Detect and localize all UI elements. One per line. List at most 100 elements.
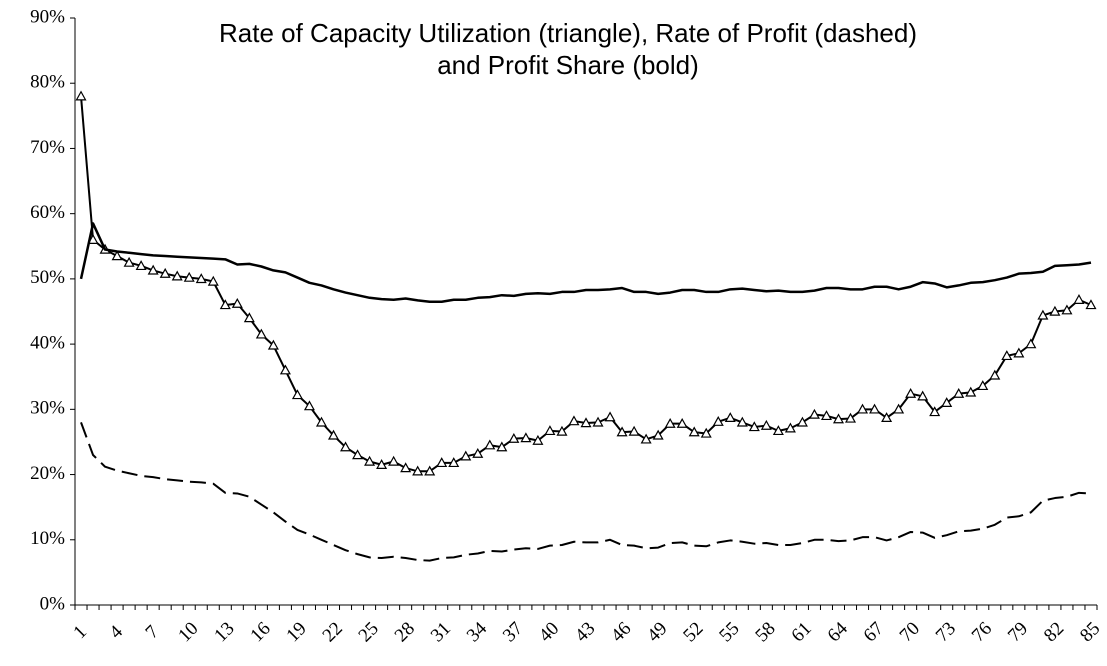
triangle-marker [1061, 304, 1073, 315]
triangle-marker [532, 434, 544, 445]
triangle-marker [905, 387, 917, 398]
triangle-marker [1037, 309, 1049, 320]
x-tick-label: 43 [571, 618, 599, 646]
y-tick-label: 50% [30, 267, 65, 288]
x-tick-label: 61 [787, 618, 815, 646]
y-tick-label: 80% [30, 72, 65, 93]
triangle-marker [448, 457, 460, 468]
x-tick-label: 40 [535, 618, 563, 646]
triangle-marker [267, 339, 279, 350]
triangle-marker [123, 256, 135, 267]
triangle-marker [568, 415, 580, 426]
triangle-marker [772, 425, 784, 436]
x-tick-label: 49 [643, 618, 671, 646]
triangle-marker [135, 260, 147, 271]
triangle-marker [472, 447, 484, 458]
triangle-marker [857, 403, 869, 414]
triangle-marker [592, 416, 604, 427]
x-tick-label: 64 [824, 618, 853, 647]
triangle-marker [977, 380, 989, 391]
triangle-marker [869, 403, 881, 414]
triangle-marker [616, 426, 628, 437]
triangle-marker [652, 429, 664, 440]
x-tick-label: 25 [355, 618, 383, 646]
triangle-marker [352, 449, 364, 460]
triangle-marker [303, 400, 315, 411]
x-tick-label: 37 [499, 618, 527, 646]
triangle-marker [496, 441, 508, 452]
triangle-marker [388, 455, 400, 466]
triangle-marker [1001, 350, 1013, 361]
triangle-marker [159, 267, 171, 278]
triangle-marker [844, 412, 857, 423]
triangle-marker [917, 390, 929, 401]
triangle-marker [556, 425, 568, 436]
triangle-marker [376, 459, 388, 469]
triangle-marker [941, 397, 953, 408]
triangle-marker [808, 408, 820, 419]
triangle-marker [640, 433, 652, 444]
triangle-marker [484, 439, 496, 450]
triangle-marker [832, 413, 845, 424]
triangle-marker [327, 429, 340, 440]
triangle-marker [676, 417, 688, 428]
triangle-marker [724, 412, 736, 423]
x-tick-label: 76 [968, 618, 996, 646]
triangle-marker [688, 426, 700, 437]
triangle-marker [195, 273, 207, 284]
triangle-marker [929, 406, 941, 417]
x-tick-label: 7 [142, 621, 164, 643]
triangle-marker [436, 457, 448, 468]
triangle-marker [75, 90, 87, 101]
triangle-marker [953, 387, 965, 398]
y-tick-label: 70% [30, 137, 65, 158]
triangle-marker [712, 415, 724, 426]
y-tick-label: 30% [30, 398, 65, 419]
triangle-marker [424, 465, 436, 476]
triangle-marker [700, 427, 712, 438]
triangle-marker [147, 264, 159, 275]
y-tick-label: 0% [40, 593, 66, 614]
x-tick-label: 58 [751, 618, 779, 646]
triangle-marker [315, 416, 328, 427]
triangle-marker [784, 422, 796, 433]
triangle-marker [1073, 294, 1085, 304]
triangle-marker [664, 417, 676, 428]
y-tick-label: 20% [30, 463, 65, 484]
triangle-marker [207, 275, 219, 286]
x-tick-label: 67 [860, 618, 888, 646]
triangle-marker [412, 465, 424, 476]
triangle-marker [760, 419, 772, 430]
x-tick-label: 79 [1004, 618, 1032, 646]
triangle-marker [544, 425, 556, 436]
series-line [79, 222, 1092, 303]
series-line [80, 422, 1092, 562]
triangle-marker [231, 297, 243, 308]
x-tick-label: 52 [679, 618, 707, 646]
triangle-marker [255, 328, 267, 339]
triangle-marker [965, 386, 977, 397]
triangle-marker [1085, 299, 1097, 310]
x-tick-label: 22 [319, 618, 347, 646]
x-tick-label: 4 [105, 621, 127, 643]
triangle-marker [820, 410, 832, 421]
y-tick-label: 10% [30, 528, 65, 549]
triangle-marker [748, 421, 760, 432]
triangle-marker [580, 417, 592, 428]
x-tick-label: 70 [896, 618, 924, 646]
triangle-marker [400, 462, 412, 473]
triangle-marker [279, 364, 291, 375]
triangle-marker [881, 412, 893, 423]
triangle-marker [893, 403, 905, 414]
x-tick-label: 46 [607, 618, 635, 646]
x-tick-label: 28 [391, 618, 419, 646]
triangle-marker [219, 299, 231, 310]
x-tick-label: 1 [69, 621, 91, 643]
triangle-marker [1013, 347, 1025, 358]
triangle-marker [604, 411, 616, 422]
triangle-marker [796, 416, 808, 427]
y-tick-label: 60% [30, 202, 65, 223]
chart-title: Rate of Capacity Utilization (triangle),… [219, 18, 917, 48]
triangle-marker [989, 369, 1001, 380]
